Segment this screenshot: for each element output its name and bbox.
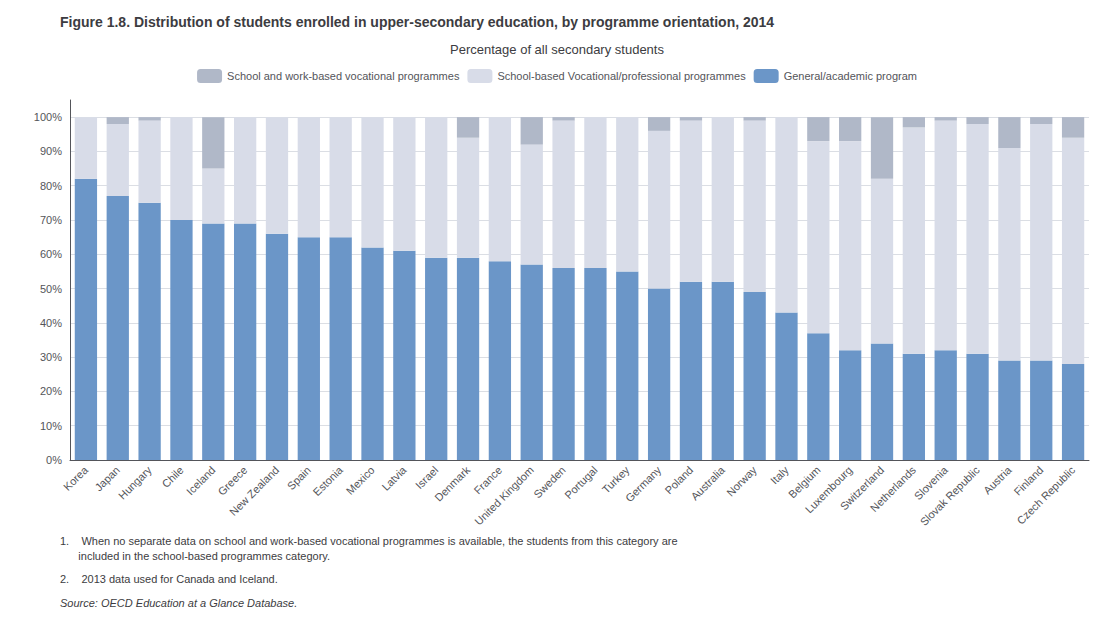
svg-text:Luxembourg: Luxembourg xyxy=(802,463,855,516)
svg-text:Czech Republic: Czech Republic xyxy=(1014,463,1077,526)
svg-text:Denmark: Denmark xyxy=(432,463,472,503)
svg-text:50%: 50% xyxy=(40,283,62,295)
svg-text:Chile: Chile xyxy=(159,464,185,490)
svg-text:New Zealand: New Zealand xyxy=(227,464,281,518)
svg-text:Estonia: Estonia xyxy=(311,463,346,498)
svg-text:Italy: Italy xyxy=(768,463,791,486)
svg-text:Spain: Spain xyxy=(285,464,313,492)
svg-text:Switzerland: Switzerland xyxy=(837,463,887,513)
svg-text:0%: 0% xyxy=(46,454,62,466)
svg-text:Slovenia: Slovenia xyxy=(911,463,950,502)
svg-text:20%: 20% xyxy=(40,385,62,397)
svg-text:Netherlands: Netherlands xyxy=(868,463,919,514)
svg-text:Austria: Austria xyxy=(981,463,1014,496)
svg-text:included in the school-based p: included in the school-based programmes … xyxy=(60,550,330,562)
svg-text:General/academic program: General/academic program xyxy=(784,70,917,82)
svg-text:Source: OECD Education at a Gl: Source: OECD Education at a Glance Datab… xyxy=(60,597,297,609)
svg-text:40%: 40% xyxy=(40,317,62,329)
svg-text:Greece: Greece xyxy=(215,463,250,498)
svg-text:Turkey: Turkey xyxy=(599,463,632,496)
svg-text:Figure 1.8. Distribution of st: Figure 1.8. Distribution of students enr… xyxy=(60,14,774,30)
svg-text:Sweden: Sweden xyxy=(531,464,568,501)
svg-text:Latvia: Latvia xyxy=(379,463,409,493)
svg-text:Norway: Norway xyxy=(724,463,759,498)
svg-text:2. 2013 data used for Canad: 2. 2013 data used for Canada and Iceland… xyxy=(60,573,278,585)
svg-text:Portugal: Portugal xyxy=(562,464,599,501)
svg-text:France: France xyxy=(471,463,505,497)
svg-text:Australia: Australia xyxy=(688,463,727,502)
svg-text:10%: 10% xyxy=(40,420,62,432)
svg-text:Japan: Japan xyxy=(92,464,122,494)
svg-text:Slovak Republic: Slovak Republic xyxy=(918,463,983,528)
svg-text:Iceland: Iceland xyxy=(184,464,218,498)
svg-text:90%: 90% xyxy=(40,145,62,157)
svg-text:Finland: Finland xyxy=(1011,463,1046,498)
svg-text:Germany: Germany xyxy=(623,463,664,504)
svg-text:United Kingdom: United Kingdom xyxy=(472,464,536,528)
svg-text:Percentage of all secondary st: Percentage of all secondary students xyxy=(450,42,664,57)
svg-text:School-based Vocational/profes: School-based Vocational/professional pro… xyxy=(497,70,746,82)
svg-text:Mexico: Mexico xyxy=(344,464,377,497)
svg-text:Belgium: Belgium xyxy=(786,463,823,501)
svg-text:School and work-based vocation: School and work-based vocational program… xyxy=(227,70,460,82)
svg-text:Poland: Poland xyxy=(662,463,696,497)
svg-text:Israel: Israel xyxy=(413,464,440,491)
svg-text:100%: 100% xyxy=(34,111,62,123)
svg-text:Hungary: Hungary xyxy=(116,463,154,501)
svg-text:60%: 60% xyxy=(40,248,62,260)
svg-text:1. When no separate data on: 1. When no separate data on school and w… xyxy=(60,535,678,547)
svg-text:70%: 70% xyxy=(40,214,62,226)
svg-text:30%: 30% xyxy=(40,351,62,363)
svg-text:80%: 80% xyxy=(40,180,62,192)
svg-text:Korea: Korea xyxy=(61,463,91,493)
